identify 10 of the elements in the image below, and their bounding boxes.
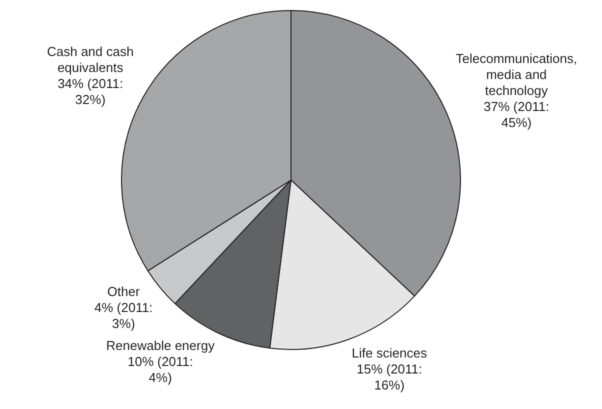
slice-label: Other xyxy=(107,284,140,299)
slice-label: Renewable energy xyxy=(106,338,216,354)
data-label: 34% (2011: 32%) xyxy=(58,76,124,108)
slice-label: Life sciences xyxy=(352,346,428,361)
data-label: 15% (2011: 16%) xyxy=(356,362,422,393)
slice-label: Telecommunications, media and technology xyxy=(456,50,578,98)
data-label: 4% (2011: 3%) xyxy=(94,300,153,331)
slice-label: Cash and cash equivalents xyxy=(46,44,134,76)
data-label: 37% (2011: 45%) xyxy=(484,98,550,130)
data-label: 10% (2011: 4%) xyxy=(128,354,194,386)
